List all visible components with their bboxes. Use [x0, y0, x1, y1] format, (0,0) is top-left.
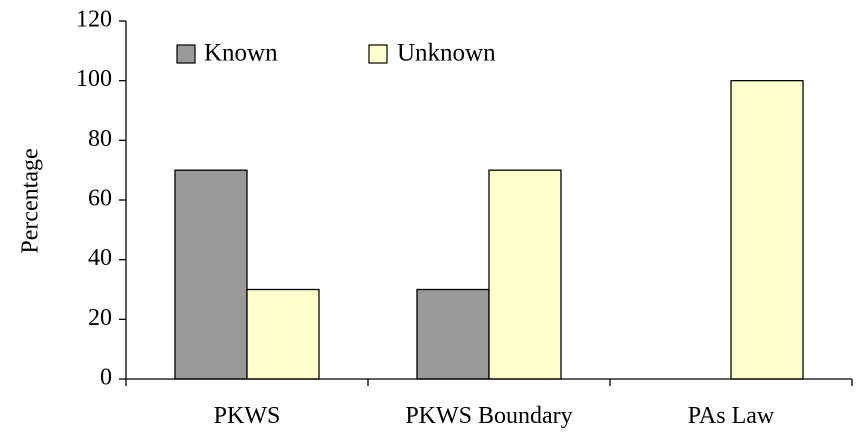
x-category-label: PAs Law	[688, 403, 775, 429]
y-tick-label: 80	[88, 126, 112, 152]
y-ticks: 0 20 40 60 80 100 120	[76, 7, 126, 391]
y-tick-label: 40	[88, 245, 112, 271]
x-category-label: PKWS	[214, 403, 281, 429]
legend: Known Unknown	[176, 40, 496, 67]
y-tick-label: 120	[76, 7, 112, 33]
bar-unknown-pas-law	[730, 80, 804, 380]
bar-unknown-pkws	[246, 288, 320, 380]
legend-label-unknown: Unknown	[397, 40, 496, 67]
bar-known-pkws	[174, 169, 248, 380]
y-axis-title: Percentage	[18, 148, 44, 253]
bar-unknown-pkws-boundary	[488, 169, 562, 380]
legend-swatch-known	[176, 44, 196, 64]
legend-swatch-unknown	[368, 44, 388, 64]
bar-known-pkws-boundary	[416, 288, 490, 380]
y-tick-label: 100	[76, 66, 112, 92]
y-tick-label: 0	[100, 365, 112, 391]
x-category-label: PKWS Boundary	[405, 403, 572, 429]
x-ticks: PKWS PKWS Boundary PAs Law	[125, 379, 853, 429]
bars-group	[174, 80, 804, 380]
y-tick-label: 60	[88, 186, 112, 212]
y-tick-label: 20	[88, 305, 112, 331]
legend-label-known: Known	[204, 40, 278, 67]
